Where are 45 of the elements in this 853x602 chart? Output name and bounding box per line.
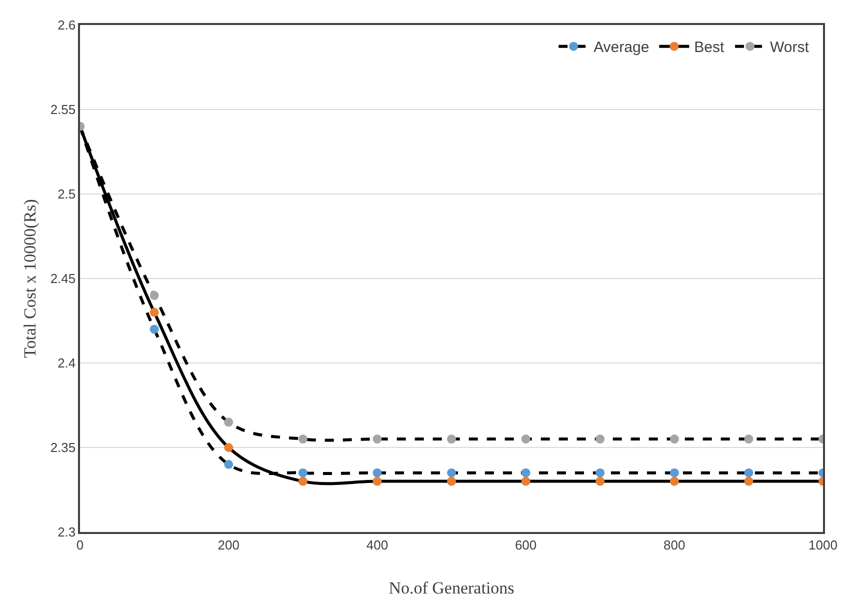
point <box>224 443 234 452</box>
point <box>447 468 456 478</box>
legend-label: Best <box>694 39 726 56</box>
y-tick-label: 2.5 <box>58 186 76 202</box>
y-tick-label: 2.6 <box>58 18 76 33</box>
x-tick-label: 200 <box>218 537 240 552</box>
x-tick-label: 1000 <box>808 537 838 552</box>
point <box>744 476 754 486</box>
x-tick-label: 400 <box>366 537 388 552</box>
y-tick-label: 2.45 <box>50 271 76 286</box>
point <box>744 468 754 478</box>
legend-label: Worst <box>770 39 810 56</box>
point <box>596 468 605 478</box>
point <box>298 434 308 444</box>
y-tick-label: 2.55 <box>50 102 76 118</box>
point <box>596 476 605 486</box>
legend-label: Average <box>594 39 650 56</box>
y-axis-title: Total Cost x 10000(Rs) <box>20 199 40 358</box>
point <box>298 476 308 486</box>
point <box>224 418 234 427</box>
x-axis-title: No.of Generations <box>388 578 514 598</box>
point <box>150 324 159 334</box>
x-tick-label: 0 <box>76 537 84 552</box>
point <box>521 476 530 486</box>
point <box>670 476 679 486</box>
point <box>670 468 679 478</box>
point <box>372 468 382 478</box>
y-tick-label: 2.35 <box>50 440 76 456</box>
point <box>447 476 456 486</box>
x-tick-label: 600 <box>514 537 537 552</box>
point <box>521 434 530 444</box>
point <box>521 468 530 478</box>
y-tick-label: 2.3 <box>58 524 76 540</box>
point <box>150 290 159 300</box>
x-tick-label: 800 <box>664 537 686 552</box>
point <box>447 434 456 444</box>
y-tick-label: 2.4 <box>58 356 76 371</box>
point <box>150 308 159 317</box>
point <box>670 434 679 444</box>
point <box>596 434 605 444</box>
point <box>744 434 754 444</box>
point <box>372 476 382 486</box>
point <box>298 468 308 478</box>
point <box>372 434 382 444</box>
point <box>224 460 234 469</box>
